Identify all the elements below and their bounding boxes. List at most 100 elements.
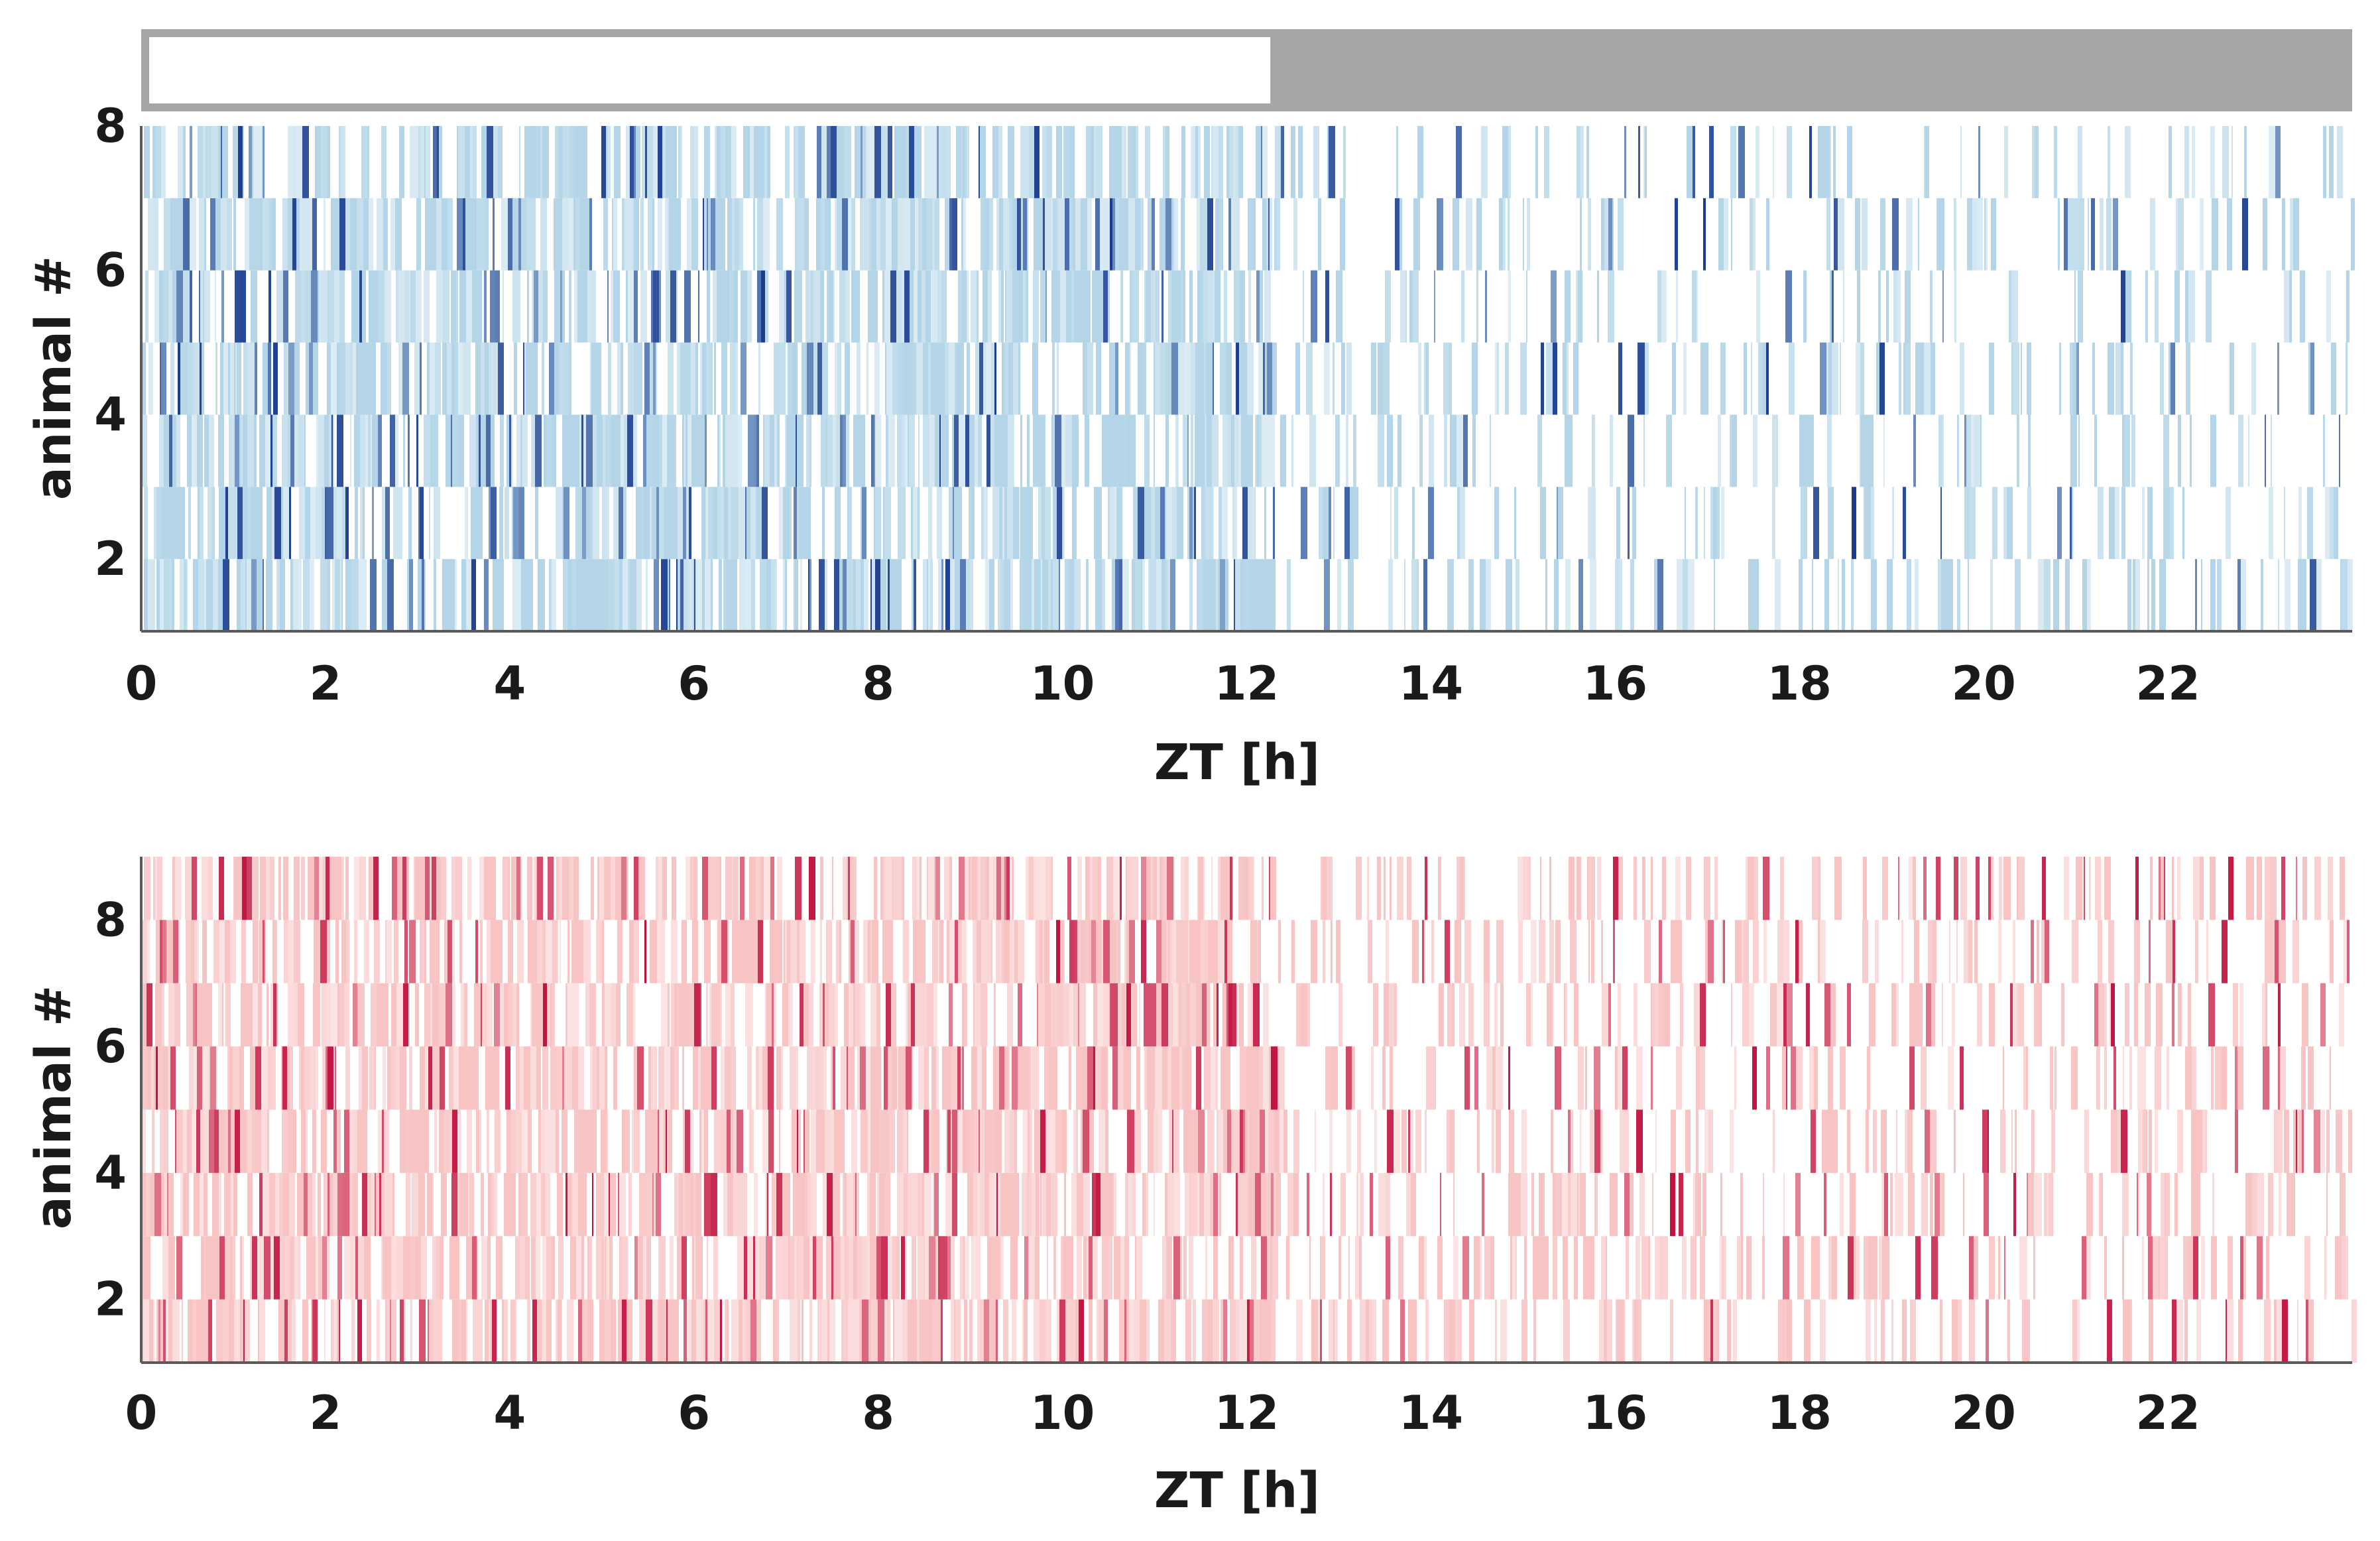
activity-bin — [1482, 1172, 1484, 1237]
activity-bin — [783, 559, 785, 631]
activity-bin — [1535, 126, 1538, 198]
activity-bin — [831, 126, 837, 198]
activity-bin — [353, 983, 357, 1047]
activity-bin — [797, 414, 803, 487]
activity-bin — [2027, 487, 2031, 560]
activity-bin — [1240, 1046, 1246, 1110]
activity-bin — [912, 1236, 916, 1300]
activity-bin — [2109, 983, 2111, 1047]
activity-bin — [1523, 198, 1524, 271]
activity-bin — [624, 414, 627, 487]
activity-bin — [1555, 1172, 1562, 1237]
activity-bin — [2017, 414, 2019, 487]
activity-bin — [829, 1299, 835, 1363]
activity-bin — [1683, 342, 1687, 415]
activity-bin — [592, 1109, 597, 1173]
activity-bin — [661, 559, 668, 631]
activity-bin — [1724, 1236, 1726, 1300]
activity-bin — [1002, 920, 1004, 983]
activity-bin — [233, 126, 238, 198]
activity-bin — [1654, 559, 1657, 631]
activity-bin — [1809, 1046, 1814, 1110]
activity-bin — [1269, 857, 1270, 920]
activity-bin — [954, 487, 959, 560]
activity-bin — [2278, 983, 2281, 1047]
activity-bin — [849, 983, 853, 1047]
activity-bin — [1346, 342, 1352, 415]
activity-bin — [1531, 1172, 1534, 1237]
activity-bin — [751, 559, 755, 631]
activity-bin — [231, 1172, 233, 1237]
activity-bin — [1144, 1046, 1147, 1110]
activity-bin — [1373, 983, 1378, 1047]
activity-bin — [1056, 126, 1059, 198]
activity-bin — [794, 270, 796, 343]
activity-bin — [2031, 920, 2034, 983]
activity-bin — [1073, 126, 1075, 198]
activity-bin — [498, 342, 504, 415]
activity-bin — [1103, 920, 1110, 983]
activity-bin — [897, 1046, 898, 1110]
activity-bin — [720, 1299, 722, 1363]
activity-bin — [931, 1109, 933, 1173]
activity-bin — [731, 1299, 737, 1363]
activity-bin — [1010, 559, 1013, 631]
activity-bin — [335, 1046, 336, 1110]
activity-bin — [534, 270, 538, 343]
activity-bin — [442, 559, 448, 631]
activity-bin — [177, 1299, 180, 1363]
activity-bin — [1468, 559, 1474, 631]
activity-bin — [955, 920, 958, 983]
activity-bin — [1384, 857, 1386, 920]
activity-bin — [741, 920, 743, 983]
activity-bin — [2264, 1299, 2271, 1363]
activity-bin — [639, 1299, 646, 1363]
activity-bin — [578, 1299, 582, 1363]
activity-bin — [491, 414, 495, 487]
activity-bin — [394, 920, 398, 983]
activity-bin — [1057, 1299, 1059, 1363]
activity-bin — [1085, 920, 1089, 983]
activity-bin — [432, 1046, 438, 1110]
activity-bin — [1777, 983, 1783, 1047]
activity-bin — [1539, 1172, 1545, 1237]
activity-bin — [1231, 414, 1234, 487]
activity-bin — [642, 126, 645, 198]
activity-bin — [420, 270, 422, 343]
activity-bin — [1063, 126, 1070, 198]
activity-bin — [192, 857, 197, 920]
activity-bin — [961, 1046, 962, 1110]
activity-bin — [530, 1172, 536, 1237]
activity-bin — [737, 1299, 739, 1363]
activity-bin — [1227, 1046, 1230, 1110]
activity-bin — [766, 983, 772, 1047]
activity-bin — [791, 1299, 798, 1363]
activity-bin — [233, 857, 235, 920]
activity-bin — [2251, 342, 2256, 415]
activity-bin — [459, 1299, 461, 1363]
activity-bin — [500, 126, 503, 198]
activity-bin — [213, 559, 218, 631]
activity-bin — [387, 920, 392, 983]
activity-bin — [794, 126, 798, 198]
activity-bin — [704, 1172, 711, 1237]
activity-bin — [341, 857, 344, 920]
activity-bin — [1708, 1109, 1713, 1173]
activity-bin — [569, 126, 576, 198]
activity-bin — [1369, 1299, 1372, 1363]
activity-bin — [1323, 857, 1327, 920]
activity-bin — [848, 198, 851, 271]
activity-bin — [331, 1299, 333, 1363]
activity-bin — [2113, 1046, 2116, 1110]
activity-bin — [1241, 414, 1248, 487]
activity-bin — [1053, 1236, 1056, 1300]
activity-bin — [168, 1299, 172, 1363]
activity-bin — [2176, 198, 2178, 271]
activity-bin — [894, 126, 900, 198]
activity-bin — [596, 1172, 597, 1237]
activity-bin — [572, 983, 579, 1047]
activity-bin — [825, 414, 827, 487]
activity-bin — [1426, 342, 1429, 415]
activity-bin — [668, 1299, 671, 1363]
activity-bin — [962, 270, 967, 343]
